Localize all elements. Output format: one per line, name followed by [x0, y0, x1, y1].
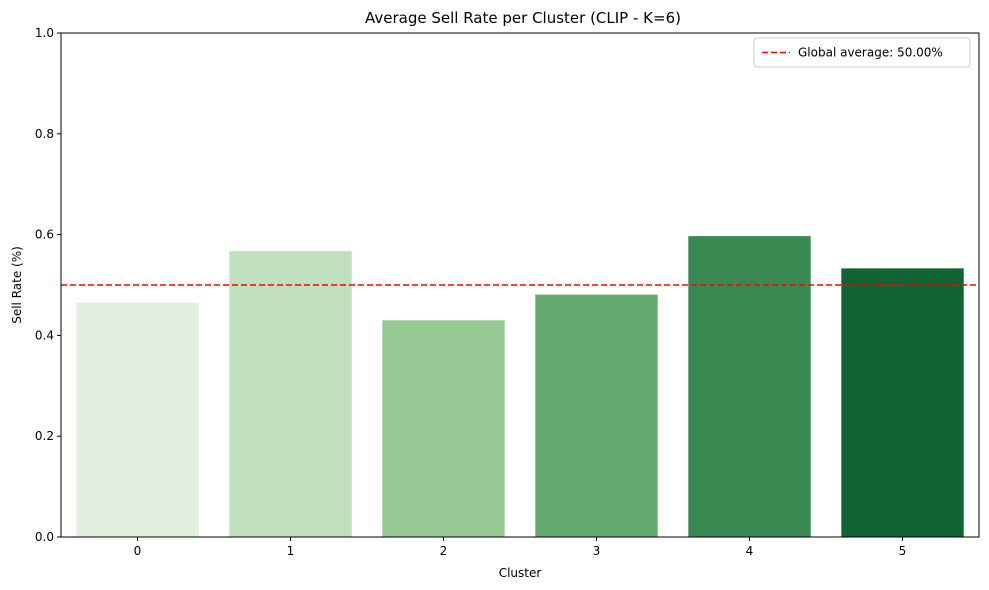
- x-tick-label: 1: [287, 544, 295, 558]
- y-tick-label: 0.8: [35, 127, 54, 141]
- bar-cluster-2: [382, 320, 505, 537]
- y-ticks-group: 0.0 0.2 0.4 0.6 0.8 1.0: [35, 26, 61, 544]
- chart-title: Average Sell Rate per Cluster (CLIP - K=…: [365, 9, 681, 27]
- y-tick-label: 1.0: [35, 26, 54, 40]
- y-tick-label: 0.4: [35, 328, 54, 342]
- x-tick-label: 5: [899, 544, 907, 558]
- bars-group: [76, 236, 964, 537]
- x-ticks-group: 0 1 2 3 4 5: [134, 537, 907, 558]
- bar-cluster-5: [841, 268, 964, 537]
- legend: Global average: 50.00%: [753, 37, 971, 68]
- bar-cluster-4: [688, 236, 811, 537]
- legend-box: [753, 37, 971, 68]
- bar-cluster-0: [76, 302, 199, 537]
- y-tick-label: 0.6: [35, 228, 54, 242]
- x-tick-label: 4: [746, 544, 754, 558]
- y-tick-label: 0.0: [35, 530, 54, 544]
- legend-label: Global average: 50.00%: [798, 46, 943, 60]
- x-axis-label: Cluster: [499, 566, 542, 580]
- bar-cluster-3: [535, 294, 658, 537]
- plot-frame: [60, 32, 980, 538]
- x-tick-label: 0: [134, 544, 142, 558]
- y-tick-label: 0.2: [35, 429, 54, 443]
- x-tick-label: 2: [440, 544, 448, 558]
- bar-cluster-1: [229, 251, 352, 537]
- x-tick-label: 3: [593, 544, 601, 558]
- y-axis-label: Sell Rate (%): [10, 246, 24, 324]
